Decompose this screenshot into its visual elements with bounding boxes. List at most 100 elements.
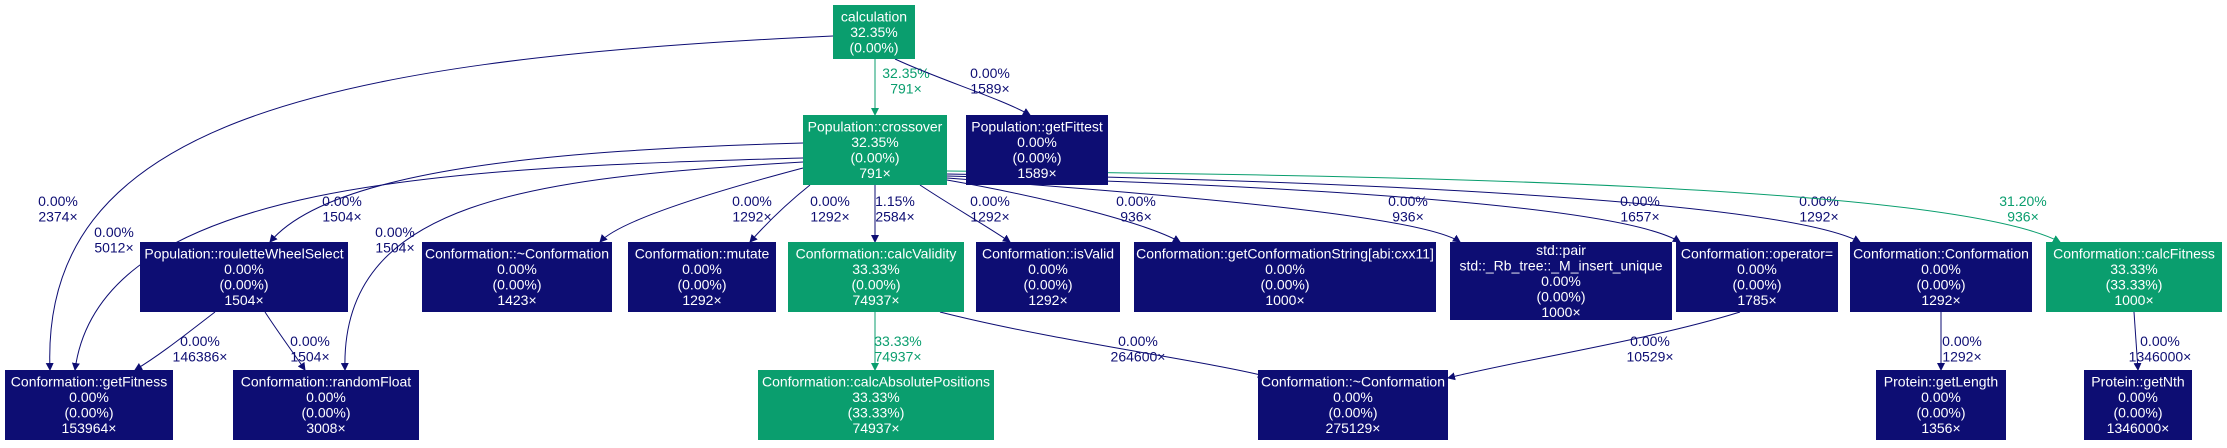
node-stat: (0.00%) [1536,288,1585,304]
edge-percent: 0.00% [38,193,78,209]
node-stat: 0.00% [1921,261,1961,277]
node-stat: 1292× [682,292,721,308]
edge-label: 0.00%5012× [94,224,134,256]
node-stat: (0.00%) [219,277,268,293]
node-stat: 0.00% [497,261,537,277]
node-stat: 1000× [2114,292,2153,308]
edge-call-count: 5012× [94,240,133,256]
edge-percent: 0.00% [2140,333,2180,349]
edge-call-count: 264600× [1111,349,1166,365]
node-dtor1[interactable]: Conformation::~Conformation0.00%(0.00%)1… [422,242,612,312]
node-stat: 791× [859,165,891,181]
node-box [2046,242,2222,312]
edge-line [919,184,1011,243]
node-stat: 1785× [1737,292,1776,308]
edge-line [71,157,804,371]
edge-crossover-roulette: 0.00%1504× [269,142,804,243]
node-stat: 0.00% [1017,134,1057,150]
node-stat: (0.00%) [301,405,350,421]
edge-call-count: 2374× [38,209,77,225]
node-stat: 1292× [1028,292,1067,308]
node-dtor2[interactable]: Conformation::~Conformation0.00%(0.00%)2… [1258,370,1448,440]
node-stat: 0.00% [2118,389,2158,405]
edge-crossover-dtor1: 0.00%1292× [599,167,804,243]
node-box [233,370,419,440]
edge-percent: 31.20% [1999,193,2046,209]
edge-crossover-calcFitness: 31.20% 936× [946,170,2061,243]
edge-calculation-getFitness: 0.00%2374× [38,35,834,371]
node-stat: 33.33% [2110,261,2157,277]
node-function-name: Conformation::Conformation [1853,246,2029,262]
edge-percent: 0.00% [322,193,362,209]
edge-line [269,142,804,243]
edge-calcValidity-dtor2: 0.00%264600× [939,311,1266,379]
node-stat: (0.00%) [1916,277,1965,293]
edge-label: 0.00%1292× [1942,333,1982,365]
edge-percent: 1.15% [875,193,915,209]
node-function-name: Conformation::~Conformation [425,246,609,262]
node-stat: (0.00%) [1012,150,1061,166]
edge-calcValidity-calcAbsPos: 33.33%74937× [871,312,922,371]
node-box [976,242,1120,312]
node-stat: (0.00%) [1023,277,1072,293]
edge-call-count: 936× [1120,209,1152,225]
node-stat: 153964× [62,420,117,436]
node-stat: 3008× [306,420,345,436]
node-function-name: Population::getFittest [971,119,1103,135]
node-stat: 0.00% [1541,273,1581,289]
node-stat: (0.00%) [492,277,541,293]
node-box [1450,242,1672,320]
edge-label: 0.00%1292× [810,193,850,225]
edge-percent: 0.00% [970,193,1010,209]
node-stat: 0.00% [1265,261,1305,277]
edge-label: 0.00%1657× [1620,193,1660,225]
edge-percent: 0.00% [810,193,850,209]
node-ctor[interactable]: Conformation::Conformation0.00%(0.00%)12… [1850,242,2032,312]
edge-call-count: 1292× [1799,209,1838,225]
edge-call-count: 1292× [970,209,1009,225]
edge-percent: 0.00% [1116,193,1156,209]
node-box [1134,242,1436,312]
node-calcValidity[interactable]: Conformation::calcValidity33.33%(0.00%)7… [788,242,964,312]
node-function-name: Conformation::calcValidity [796,246,957,262]
node-getFitness[interactable]: Conformation::getFitness0.00%(0.00%)1539… [5,370,173,440]
node-getConfString[interactable]: Conformation::getConformationString[abi:… [1134,242,1436,312]
edge-roulette-randomFloat: 0.00%1504× [264,311,330,371]
edge-line [946,173,1861,243]
edge-percent: 0.00% [1620,193,1660,209]
node-stat: 0.00% [1921,389,1961,405]
node-calcAbsPos[interactable]: Conformation::calcAbsolutePositions33.33… [758,370,994,440]
edge-label: 0.00%1346000× [2129,333,2192,365]
node-stat: 74937× [852,292,899,308]
edge-line [1447,311,1741,381]
node-roulette[interactable]: Population::rouletteWheelSelect0.00%(0.0… [140,242,348,312]
edge-label: 0.00%1292× [732,193,772,225]
node-stat: (0.00%) [64,405,113,421]
edge-calculation-crossover: 32.35%791× [871,59,930,116]
node-stdpair[interactable]: std::pairstd::_Rb_tree::_M_insert_unique… [1450,242,1672,320]
node-stat: 0.00% [1737,261,1777,277]
node-calcFitness[interactable]: Conformation::calcFitness33.33%(33.33%)1… [2046,242,2222,312]
node-box [422,242,612,312]
edge-percent: 0.00% [1630,333,1670,349]
edge-percent: 0.00% [180,333,220,349]
edge-line [894,58,1031,116]
edge-label: 0.00%2374× [38,193,78,225]
node-opAssign[interactable]: Conformation::operator=0.00%(0.00%)1785× [1676,242,1838,312]
node-function-name: Conformation::calcFitness [2053,246,2215,262]
edge-percent: 33.33% [874,333,921,349]
edge-call-count: 1292× [810,209,849,225]
edge-crossover-calcValidity: 1.15%2584× [871,185,915,243]
node-randomFloat[interactable]: Conformation::randomFloat0.00%(0.00%)300… [233,370,419,440]
node-stat: 33.33% [852,261,899,277]
node-stat: (33.33%) [848,405,905,421]
node-function-name: Conformation::~Conformation [1261,374,1445,390]
node-stat: 32.35% [850,24,897,40]
